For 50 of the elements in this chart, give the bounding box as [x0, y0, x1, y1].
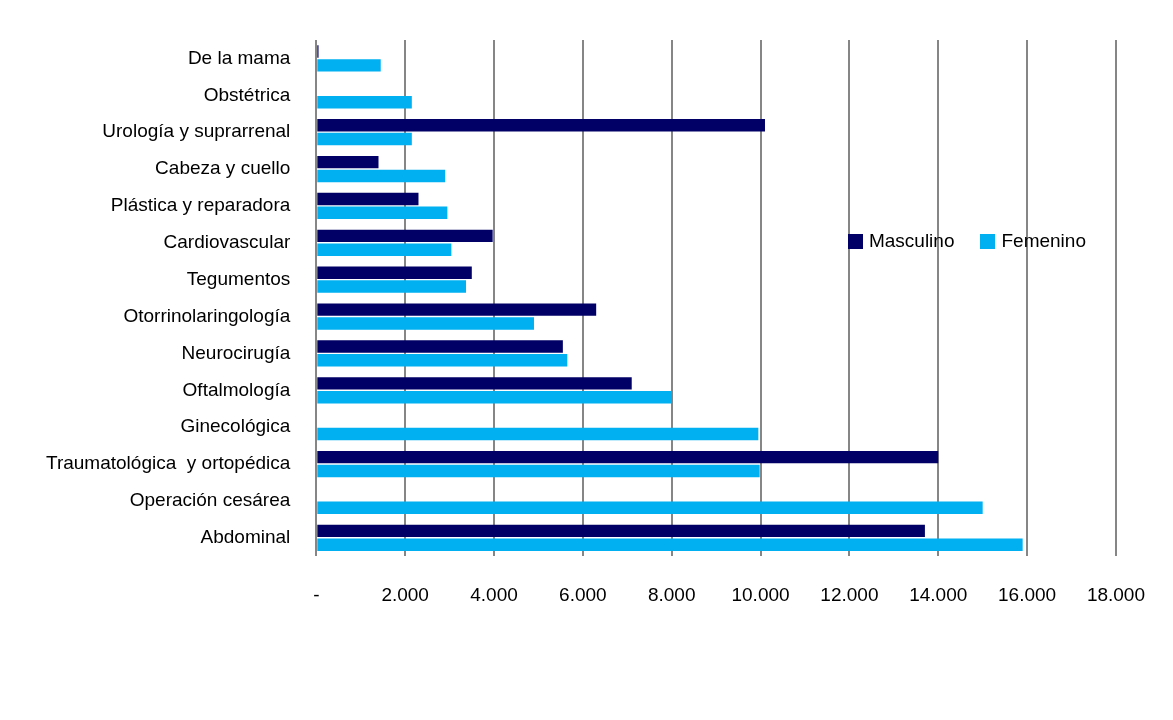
bar — [317, 303, 597, 316]
x-tick-label: 10.000 — [731, 583, 790, 605]
legend-label: Masculino — [868, 230, 955, 253]
bar — [317, 450, 939, 464]
y-tick-label: Tegumentos — [186, 267, 291, 289]
bar — [317, 169, 446, 183]
x-tick-label: 14.000 — [909, 583, 968, 605]
bar — [317, 427, 759, 441]
x-tick-label: 18.000 — [1086, 583, 1146, 605]
bar — [317, 501, 983, 515]
bar — [317, 59, 381, 72]
bar — [317, 280, 467, 293]
y-tick-label: Abdominal — [200, 526, 291, 547]
bar — [317, 377, 632, 390]
bar — [317, 317, 534, 330]
y-tick-label: Cabeza y cuello — [155, 157, 291, 179]
bar — [317, 155, 379, 169]
y-tick-label: Ginecológica — [180, 415, 291, 437]
y-tick-label: De la mama — [187, 46, 291, 68]
bar — [317, 524, 925, 538]
legend-label: Femenino — [1001, 230, 1086, 253]
y-tick-label: Cardiovascular — [163, 231, 291, 253]
bar — [317, 119, 765, 132]
bar — [317, 243, 452, 256]
y-tick-label: Plástica y reparadora — [110, 194, 291, 216]
bar — [317, 132, 412, 146]
bar — [317, 266, 472, 279]
bar — [317, 390, 672, 404]
y-tick-label: Oftalmología — [182, 378, 291, 400]
bar — [317, 464, 760, 478]
x-tick-label: 6.000 — [559, 583, 607, 605]
bar — [317, 538, 1023, 551]
y-tick-label: Neurocirugía — [181, 341, 291, 363]
bar — [317, 229, 493, 243]
y-tick-label: Urología y suprarrenal — [102, 120, 291, 142]
bar — [317, 354, 568, 367]
x-tick-label: 12.000 — [820, 583, 879, 605]
bar — [317, 206, 448, 220]
y-tick-label: Operación cesárea — [129, 489, 291, 511]
y-tick-label: Otorrinolaringología — [123, 304, 291, 326]
x-tick-label: 8.000 — [647, 583, 696, 605]
x-tick-label: - — [313, 583, 320, 605]
y-tick-label: Traumatológica y ortopédica — [46, 452, 291, 474]
y-tick-label: Obstétrica — [203, 83, 291, 105]
x-tick-label: 2.000 — [381, 583, 429, 605]
bar — [317, 340, 563, 353]
x-tick-label: 4.000 — [470, 583, 518, 605]
x-tick-label: 16.000 — [998, 583, 1057, 605]
bar — [317, 192, 419, 206]
bar — [317, 96, 412, 109]
